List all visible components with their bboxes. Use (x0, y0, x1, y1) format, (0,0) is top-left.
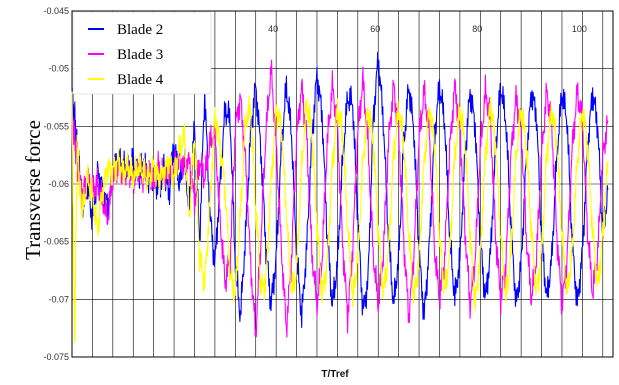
legend-label-blade-2: Blade 2 (117, 22, 163, 38)
y-tick-label: -0.045 (43, 6, 69, 16)
y-tick-label: -0.07 (48, 294, 69, 304)
series-line-blade-3 (71, 59, 609, 338)
y-tick-label: -0.05 (48, 64, 69, 74)
y-axis-label: Transverse force (21, 120, 45, 260)
x-tick-labels: 40 60 80 100 (268, 24, 587, 34)
series-line-blade-4 (71, 91, 609, 343)
legend-label-blade-3: Blade 3 (117, 47, 163, 63)
series-layer (71, 51, 609, 343)
x-tick-label: 40 (268, 24, 278, 34)
legend-label-blade-4: Blade 4 (117, 72, 164, 88)
legend: Blade 2 Blade 3 Blade 4 (72, 11, 212, 95)
y-tick-label: -0.055 (43, 121, 69, 131)
y-tick-labels: -0.045 -0.05 -0.055 -0.06 -0.065 -0.07 -0.075 (43, 6, 69, 362)
x-tick-label: 60 (370, 24, 380, 34)
y-tick-label: -0.06 (48, 179, 69, 189)
y-tick-label: -0.075 (43, 352, 69, 362)
x-tick-label: 100 (572, 24, 587, 34)
x-axis-label: T/Tref (321, 369, 349, 380)
x-tick-label: 80 (472, 24, 482, 34)
y-tick-label: -0.065 (43, 237, 69, 247)
